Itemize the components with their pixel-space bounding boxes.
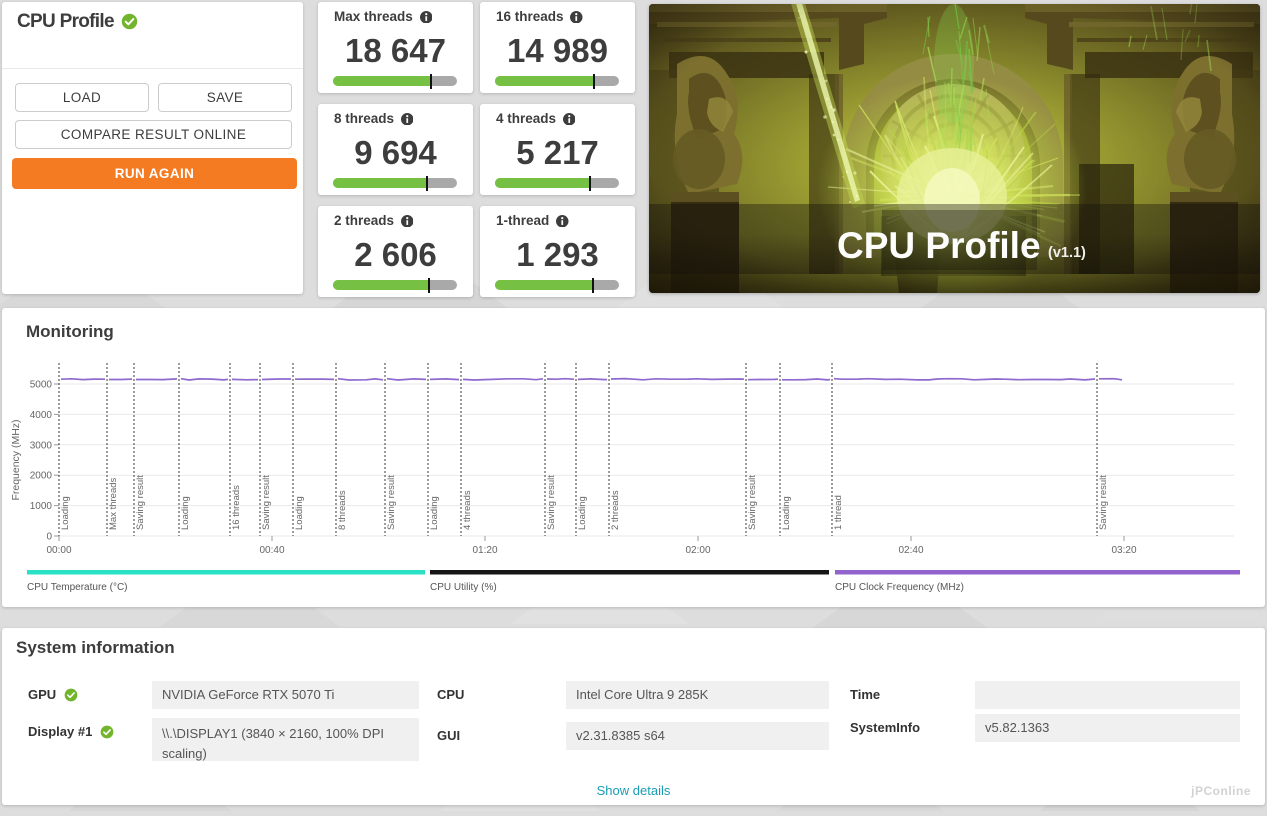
svg-text:00:00: 00:00 [46, 545, 71, 556]
svg-text:02:40: 02:40 [898, 545, 923, 556]
svg-text:Saving result: Saving result [135, 475, 146, 530]
svg-text:Loading: Loading [429, 496, 440, 530]
svg-text:Saving result: Saving result [1098, 475, 1109, 530]
svg-text:1000: 1000 [30, 501, 53, 512]
svg-text:Frequency (MHz): Frequency (MHz) [10, 419, 22, 500]
svg-text:Loading: Loading [577, 496, 588, 530]
svg-text:5000: 5000 [30, 380, 53, 391]
svg-text:00:40: 00:40 [259, 545, 284, 556]
svg-text:0: 0 [46, 532, 52, 543]
svg-text:4 threads: 4 threads [462, 490, 473, 530]
svg-text:Loading: Loading [60, 496, 71, 530]
svg-text:Loading: Loading [180, 496, 191, 530]
svg-text:Saving result: Saving result [546, 475, 557, 530]
svg-text:2 threads: 2 threads [610, 490, 621, 530]
svg-text:03:20: 03:20 [1111, 545, 1136, 556]
svg-text:01:20: 01:20 [472, 545, 497, 556]
svg-text:3000: 3000 [30, 440, 53, 451]
svg-text:Saving result: Saving result [747, 475, 758, 530]
svg-text:2000: 2000 [30, 471, 53, 482]
svg-text:CPU Temperature (°C): CPU Temperature (°C) [27, 582, 128, 593]
svg-text:16 threads: 16 threads [231, 485, 242, 530]
svg-text:Max threads: Max threads [108, 477, 119, 530]
svg-text:Saving result: Saving result [386, 475, 397, 530]
svg-text:Loading: Loading [781, 496, 792, 530]
svg-text:4000: 4000 [30, 410, 53, 421]
svg-text:Loading: Loading [294, 496, 305, 530]
svg-text:02:00: 02:00 [685, 545, 710, 556]
svg-text:CPU Clock Frequency (MHz): CPU Clock Frequency (MHz) [835, 582, 964, 593]
svg-text:(v1.1): (v1.1) [1048, 245, 1086, 261]
svg-text:8 threads: 8 threads [337, 490, 348, 530]
svg-text:CPU Utility (%): CPU Utility (%) [430, 582, 497, 593]
svg-text:Saving result: Saving result [261, 475, 272, 530]
svg-text:CPU Profile: CPU Profile [837, 225, 1041, 266]
svg-text:1 thread: 1 thread [833, 495, 844, 530]
